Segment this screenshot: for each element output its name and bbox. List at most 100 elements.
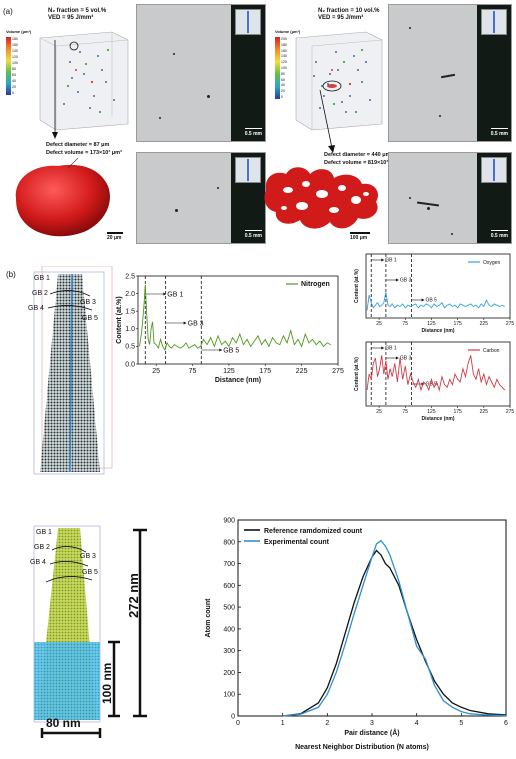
right-colorbar-tick-3: 140 bbox=[281, 54, 287, 59]
oxygen-gb-label-0: GB 1 bbox=[385, 258, 397, 264]
right-ved: VED = 95 J/mm³ bbox=[318, 15, 364, 21]
nitrogen-gb-label-0: GB 1 bbox=[167, 291, 183, 298]
apt2-gb2: GB 2 bbox=[34, 544, 50, 551]
right-colorbar: Volume (μm³) 200 180 160 140 120 100 80 60 40 20 0 bbox=[275, 28, 300, 99]
nitrogen-xtick-1: 75 bbox=[189, 368, 197, 375]
apt1-gb2: GB 2 bbox=[32, 290, 48, 297]
nn-ytick-5: 500 bbox=[223, 605, 235, 612]
dim-80: 80 nm bbox=[46, 716, 81, 730]
left-3d-box bbox=[20, 12, 134, 132]
right-colorbar-tick-1: 180 bbox=[281, 42, 287, 47]
left-colorbar-tick-2: 140 bbox=[12, 49, 18, 53]
right-colorbar-tick-0: 200 bbox=[281, 37, 287, 41]
nitrogen-xtick-0: 25 bbox=[152, 368, 160, 375]
nitrogen-ytick-0: 0.0 bbox=[125, 361, 135, 368]
oxygen-legend-label: Oxygen bbox=[483, 260, 500, 266]
nn-xtick-4: 4 bbox=[415, 720, 419, 727]
panel-a-label: (a) bbox=[3, 7, 13, 16]
nn-legend-label-0: Reference ramdomized count bbox=[264, 528, 363, 535]
right-defect-scalebar: 100 μm bbox=[350, 232, 370, 242]
nitrogen-xtick-4: 225 bbox=[296, 368, 308, 375]
nn-ytick-4: 400 bbox=[223, 626, 235, 633]
apt1-gb5: GB 5 bbox=[82, 315, 98, 322]
nitrogen-legend-label: Nitrogen bbox=[301, 281, 330, 288]
apt2-gb1: GB 1 bbox=[36, 529, 52, 536]
carbon-xtick-5: 275 bbox=[506, 409, 514, 415]
nn-xtick-3: 3 bbox=[370, 720, 374, 727]
carbon-legend-label: Carbon bbox=[483, 348, 500, 354]
nn-frame bbox=[237, 519, 507, 717]
oxygen-gb-label-2: GB 5 bbox=[426, 298, 438, 304]
left-colorbar-tick-6: 60 bbox=[12, 73, 16, 77]
nn-xtick-2: 2 bbox=[325, 720, 329, 727]
nitrogen-gb-arrowhead-1 bbox=[183, 321, 187, 325]
left-colorbar-tick-0: 180 bbox=[12, 37, 18, 41]
right-colorbar-ticks: 200 180 160 140 120 100 80 60 40 20 0 bbox=[281, 37, 287, 99]
right-micro-top-scale: 0.5 mm bbox=[490, 128, 509, 137]
nn-xtick-6: 6 bbox=[504, 720, 508, 727]
right-defect-diameter: Defect diameter = 440 μm bbox=[324, 152, 391, 158]
oxygen-xtick-1: 75 bbox=[402, 321, 408, 327]
nitrogen-frame bbox=[137, 275, 339, 365]
nitrogen-ytick-5: 2.5 bbox=[125, 273, 135, 280]
carbon-xlabel: Distance (nm) bbox=[421, 416, 454, 422]
carbon-xtick-0: 25 bbox=[376, 409, 382, 415]
left-colorbar-ticks: 180 160 140 120 100 80 60 40 20 0 bbox=[12, 37, 18, 95]
panel-b-label: (b) bbox=[6, 270, 16, 279]
right-colorbar-title: Volume (μm³) bbox=[275, 29, 301, 34]
oxygen-frame bbox=[365, 253, 511, 319]
right-colorbar-tick-10: 0 bbox=[281, 94, 283, 99]
apt-tip-dark: GB 1 GB 2 GB 3 GB 4 GB 5 bbox=[28, 266, 113, 475]
right-micro-bottom-scale: 0.5 mm bbox=[490, 230, 509, 239]
oxygen-xtick-3: 175 bbox=[453, 321, 462, 327]
left-defect-diameter: Defect diameter = 87 μm bbox=[46, 142, 110, 148]
nitrogen-chart: 25 75 125 175 225 275 0.0 0.5 1.0 1.5 2.0 2.5 Distan… bbox=[116, 273, 344, 384]
right-colorbar-tick-6: 80 bbox=[281, 71, 285, 76]
apt1-gb3: GB 3 bbox=[80, 299, 96, 306]
left-micrograph-top: 0.5 mm bbox=[136, 4, 266, 142]
carbon-gb-label-1: GB 3 bbox=[400, 356, 412, 362]
carbon-xtick-1: 75 bbox=[402, 409, 408, 415]
left-micrograph-bottom: 0.5 mm bbox=[136, 152, 266, 244]
nitrogen-xtick-5: 275 bbox=[332, 368, 344, 375]
right-defect-volume: Defect volume = 819×10³ μm³ bbox=[324, 160, 400, 166]
nitrogen-gb-arrowhead-0 bbox=[163, 292, 167, 296]
right-micrograph-top: 0.5 mm bbox=[388, 4, 512, 142]
right-colorbar-tick-2: 160 bbox=[281, 48, 287, 53]
nn-ytick-7: 700 bbox=[223, 561, 235, 568]
dim-100: 100 nm bbox=[100, 662, 114, 704]
right-colorbar-tick-5: 100 bbox=[281, 65, 287, 70]
carbon-xtick-4: 225 bbox=[480, 409, 489, 415]
right-colorbar-tick-7: 60 bbox=[281, 77, 285, 82]
nn-ytick-2: 200 bbox=[223, 670, 235, 677]
apt1-gb1: GB 1 bbox=[34, 275, 50, 282]
left-colorbar-gradient bbox=[6, 37, 11, 95]
left-defect-scalebar: 20 μm bbox=[107, 232, 123, 242]
left-ved: VED = 95 J/mm³ bbox=[48, 15, 94, 21]
left-micro-bottom-scale: 0.5 mm bbox=[244, 230, 263, 239]
oxygen-gb-arrowhead-2 bbox=[421, 298, 425, 302]
nn-xlabel: Pair distance (Å) bbox=[344, 728, 399, 737]
left-colorbar-tick-4: 100 bbox=[12, 61, 18, 65]
left-defect-render bbox=[15, 158, 110, 237]
nitrogen-xtick-3: 175 bbox=[259, 368, 271, 375]
right-micro-top-inset bbox=[481, 9, 507, 35]
oxygen-gb-arrowhead-1 bbox=[395, 278, 399, 282]
left-colorbar-tick-8: 20 bbox=[12, 85, 16, 89]
nitrogen-xlabel: Distance (nm) bbox=[215, 377, 261, 384]
carbon-frame bbox=[365, 341, 511, 407]
right-colorbar-gradient bbox=[275, 37, 280, 99]
nn-ytick-3: 300 bbox=[223, 648, 235, 655]
oxygen-xtick-4: 225 bbox=[480, 321, 489, 327]
left-colorbar: Volume (μm³) 180 160 140 120 100 80 60 40 20 0 bbox=[6, 28, 31, 95]
nearest-neighbor-chart: 0 1 2 3 4 5 6 0 100 200 300 400 500 600 700 800 900 Pair … bbox=[205, 518, 508, 752]
apt2-gb5: GB 5 bbox=[82, 569, 98, 576]
nn-ylabel: Atom count bbox=[205, 598, 212, 638]
right-defect-render bbox=[264, 167, 379, 229]
nn-ytick-1: 100 bbox=[223, 692, 235, 699]
nn-series-0-line bbox=[282, 549, 507, 717]
left-colorbar-title: Volume (μm³) bbox=[6, 29, 32, 34]
left-callout-arrow bbox=[52, 40, 58, 139]
dim-272: 272 nm bbox=[126, 573, 141, 618]
oxygen-xtick-2: 125 bbox=[427, 321, 436, 327]
